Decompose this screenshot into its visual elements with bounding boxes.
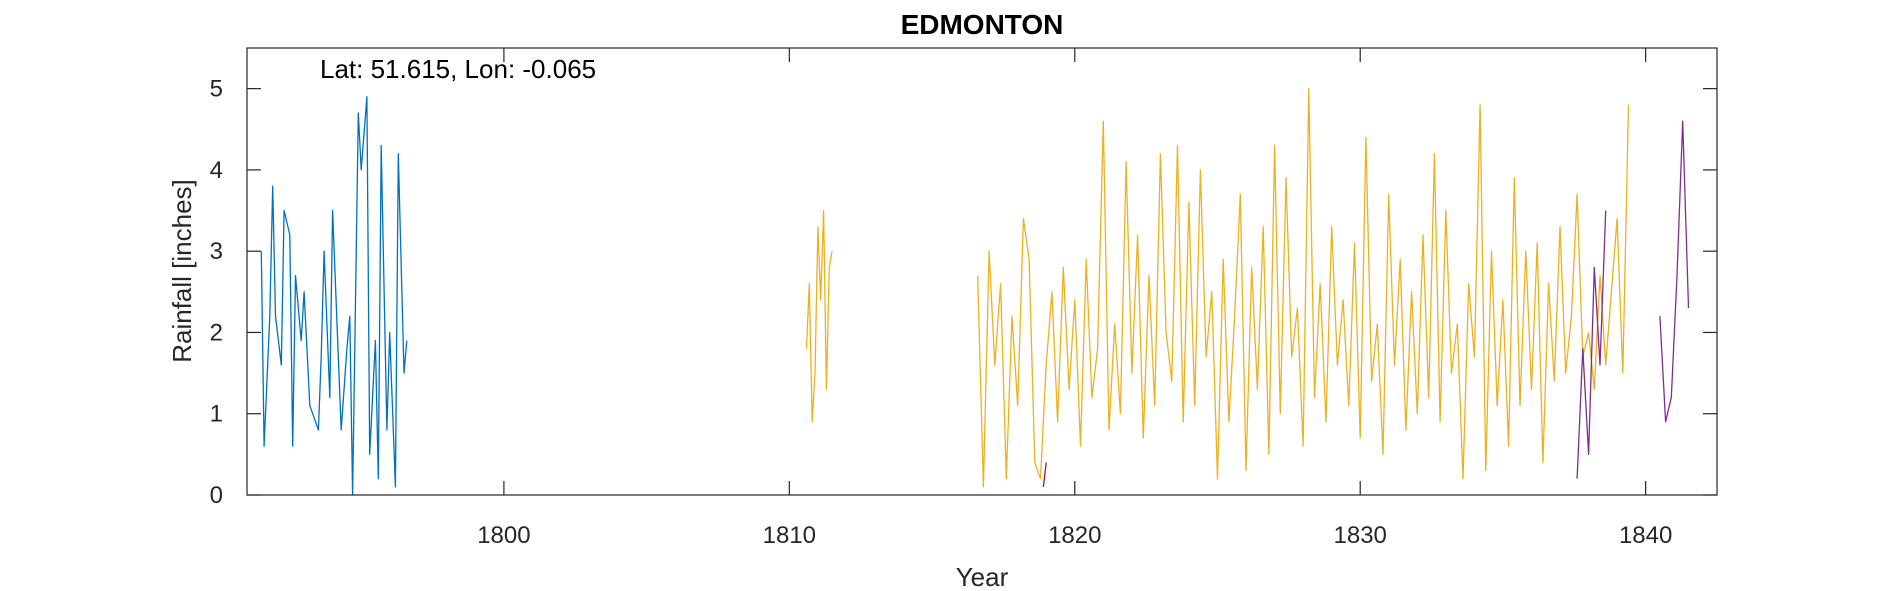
- y-tick-label: 0: [210, 482, 223, 509]
- plot-frame: [246, 47, 1718, 496]
- x-tick-label: 1820: [1048, 522, 1101, 549]
- series-line-0: [260, 96, 408, 496]
- y-tick-label: 4: [210, 157, 223, 184]
- y-tick-label: 5: [210, 76, 223, 103]
- series-layer: [260, 87, 1690, 496]
- series-line-1: [805, 209, 833, 423]
- y-axis-label: Rainfall [inches]: [167, 179, 197, 363]
- x-tick-label: 1810: [763, 522, 816, 549]
- location-annotation: Lat: 51.615, Lon: -0.065: [320, 54, 596, 84]
- x-tick-label: 1800: [477, 522, 530, 549]
- x-axis-label: Year: [956, 562, 1009, 591]
- series-line-2: [977, 87, 1630, 488]
- tick-layer: 1800 1810 1820 1830 1840 0 1 2 3 4 5: [210, 48, 1717, 549]
- series-line-3: [1576, 210, 1607, 479]
- y-tick-label: 1: [210, 401, 223, 428]
- y-tick-label: 3: [210, 238, 223, 265]
- series-line-5: [1042, 462, 1047, 487]
- x-tick-label: 1830: [1334, 522, 1387, 549]
- series-line-4: [1659, 120, 1690, 423]
- chart-title: EDMONTON: [901, 9, 1064, 40]
- y-tick-label: 2: [210, 319, 223, 346]
- x-tick-label: 1840: [1619, 522, 1672, 549]
